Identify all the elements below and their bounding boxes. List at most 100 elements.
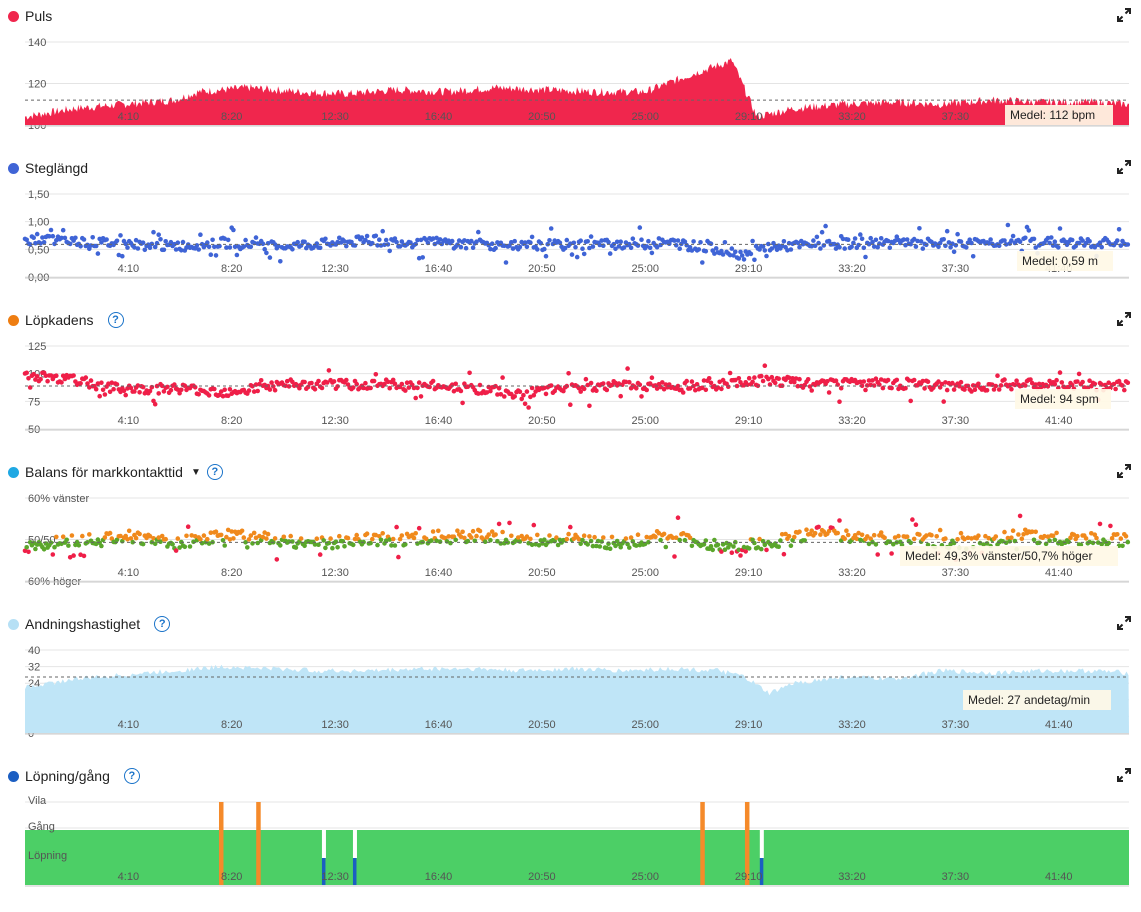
panel-balance: Balans för markkontakttid ▼ ? 60% vänste… — [0, 456, 1141, 608]
stride-point — [512, 238, 517, 244]
balance-point — [875, 552, 880, 557]
stride-point — [691, 239, 696, 244]
stride-point — [227, 245, 233, 250]
expand-icon[interactable] — [1117, 464, 1131, 478]
expand-icon[interactable] — [1117, 160, 1131, 174]
stride-point — [382, 242, 387, 248]
balance-point — [192, 534, 198, 539]
balance-point — [22, 548, 28, 554]
stride-point — [708, 241, 714, 246]
x-tick-label: 37:30 — [942, 415, 970, 427]
cadence-point — [1125, 380, 1131, 385]
cadence-point — [297, 385, 302, 391]
balance-point — [137, 531, 142, 537]
cadence-point — [488, 388, 493, 394]
balance-point — [865, 534, 870, 539]
cadence-point — [906, 378, 912, 383]
help-icon[interactable]: ? — [154, 616, 171, 632]
balance-point — [542, 537, 547, 542]
expand-icon[interactable] — [1117, 768, 1131, 782]
stride-point — [48, 227, 54, 233]
help-icon[interactable]: ? — [123, 768, 140, 784]
stride-point — [727, 252, 733, 258]
stride-point — [302, 239, 307, 245]
panel-title: Andningshastighet — [25, 616, 141, 632]
stride-point — [1069, 237, 1075, 243]
balance-point — [69, 533, 75, 538]
balance-point — [26, 549, 31, 555]
balance-point — [220, 538, 226, 543]
stride-point — [60, 227, 66, 233]
x-tick-label: 12:30 — [321, 719, 349, 731]
cadence-point — [97, 393, 102, 399]
expand-icon[interactable] — [1117, 616, 1131, 630]
x-tick-label: 37:30 — [942, 111, 970, 123]
cadence-point — [736, 376, 742, 381]
cadence-point — [250, 384, 255, 389]
walk-gap — [352, 830, 357, 858]
balance-point — [182, 544, 188, 550]
stride-point — [672, 238, 677, 243]
expand-icon[interactable] — [1117, 8, 1131, 22]
x-tick-label: 37:30 — [942, 719, 970, 731]
balance-point — [99, 543, 104, 549]
balance-point — [1118, 536, 1124, 541]
cadence-point — [766, 376, 771, 382]
balance-point — [528, 536, 533, 542]
balance-point — [189, 533, 194, 538]
cadence-point — [415, 385, 420, 391]
balance-point — [738, 553, 743, 558]
stride-point — [762, 248, 768, 253]
balance-point — [335, 545, 340, 550]
balance-point — [430, 529, 436, 534]
stride-point — [917, 226, 922, 231]
help-icon[interactable]: ? — [206, 464, 223, 480]
balance-point — [330, 545, 335, 551]
cadence-point — [43, 373, 49, 378]
stride-point — [152, 244, 158, 250]
balance-point — [911, 536, 917, 542]
x-tick-label: 12:30 — [321, 567, 349, 579]
balance-point — [1068, 535, 1073, 540]
balance-point — [889, 551, 894, 556]
balance-point — [1019, 536, 1025, 541]
stride-point — [675, 238, 681, 243]
cadence-point — [687, 386, 693, 391]
balance-point — [835, 530, 840, 536]
x-tick-label: 33:20 — [838, 111, 866, 123]
stride-point — [151, 229, 156, 235]
balance-point — [1094, 535, 1099, 541]
help-icon[interactable]: ? — [107, 312, 124, 328]
cadence-point — [31, 371, 36, 377]
cadence-point — [760, 378, 766, 384]
cadence-point — [649, 375, 655, 380]
balance-point — [531, 522, 537, 528]
balance-point — [253, 535, 259, 541]
stride-point — [613, 246, 618, 252]
cadence-point — [880, 385, 886, 391]
stride-point — [764, 253, 769, 259]
stride-point — [573, 244, 578, 250]
cadence-point — [371, 378, 377, 384]
cadence-point — [752, 375, 757, 380]
balance-point — [1095, 540, 1101, 545]
balance-point — [924, 533, 929, 538]
balance-point — [736, 547, 742, 553]
balance-point — [955, 537, 960, 542]
balance-point — [1052, 537, 1058, 543]
cadence-point — [863, 387, 868, 393]
balance-point — [321, 538, 327, 543]
balance-point — [345, 535, 351, 541]
cadence-point — [500, 375, 505, 380]
balance-point — [185, 524, 191, 529]
cadence-point — [220, 393, 226, 399]
dropdown-caret-icon[interactable]: ▼ — [190, 466, 201, 478]
x-tick-label: 16:40 — [425, 871, 453, 883]
cadence-point — [776, 376, 781, 381]
cadence-point — [957, 384, 962, 389]
stride-point — [873, 237, 879, 243]
balance-point — [159, 533, 165, 539]
expand-icon[interactable] — [1117, 312, 1131, 326]
stride-point — [415, 237, 420, 243]
balance-point — [663, 544, 669, 550]
